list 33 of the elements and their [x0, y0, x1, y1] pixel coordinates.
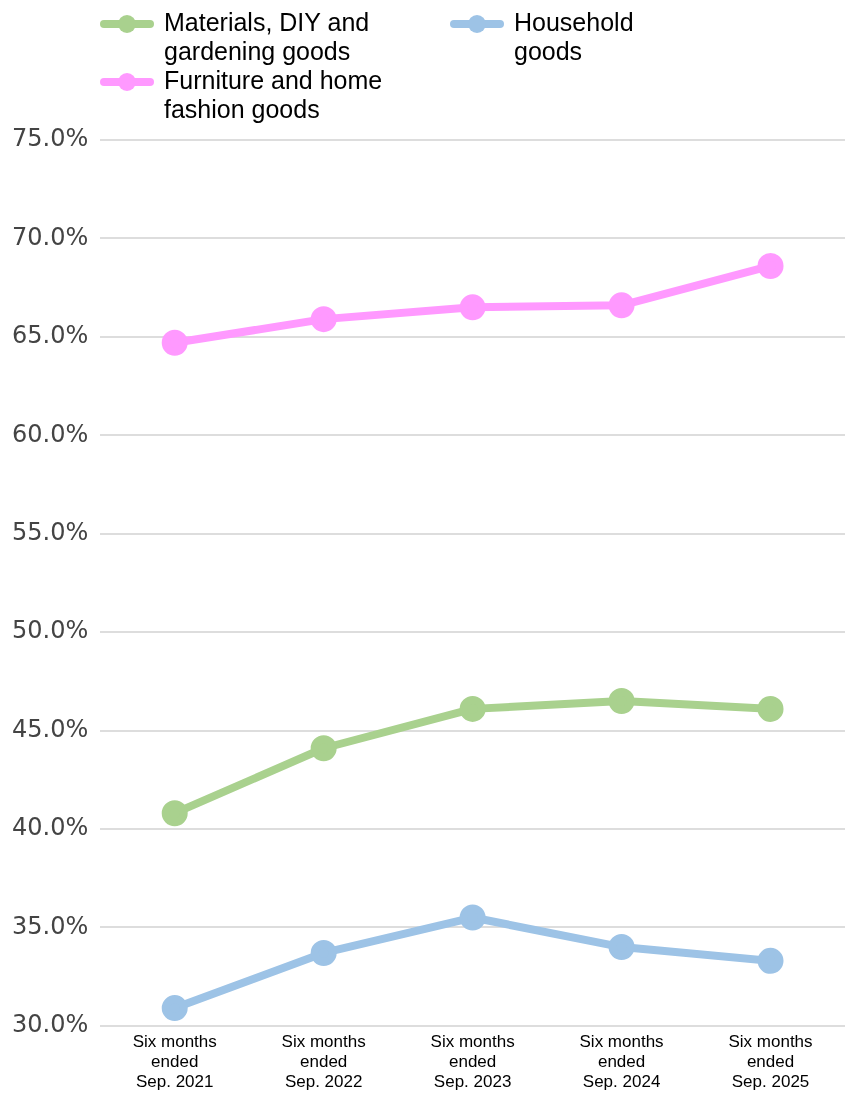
- y-tick-label: 55.0%: [11, 517, 89, 546]
- point: [757, 252, 784, 279]
- point: [757, 947, 784, 974]
- point: [161, 329, 188, 356]
- y-tick-label: 70.0%: [11, 222, 89, 251]
- legend-label: Furniture and home fashion goods: [164, 66, 384, 124]
- point: [310, 306, 337, 333]
- y-tick-label: 30.0%: [11, 1010, 89, 1039]
- point: [459, 695, 486, 722]
- y-tick-label: 75.0%: [11, 124, 89, 153]
- point: [608, 934, 635, 961]
- point: [310, 939, 337, 966]
- point: [161, 800, 188, 827]
- point: [608, 688, 635, 715]
- legend-label: Household goods: [514, 8, 635, 66]
- x-tick-label: Six months ended Sep. 2024: [579, 1031, 664, 1092]
- y-tick-label: 40.0%: [11, 813, 89, 842]
- point: [459, 904, 486, 931]
- y-tick-label: 35.0%: [11, 911, 89, 940]
- y-tick-label: 60.0%: [11, 419, 89, 448]
- y-tick-label: 50.0%: [11, 616, 89, 645]
- x-tick-label: Six months ended Sep. 2025: [728, 1031, 813, 1092]
- point: [310, 735, 337, 762]
- x-tick-label: Six months ended Sep. 2022: [281, 1031, 366, 1092]
- point: [757, 695, 784, 722]
- x-tick-label: Six months ended Sep. 2023: [430, 1031, 515, 1092]
- point: [459, 294, 486, 321]
- x-tick-label: Six months ended Sep. 2021: [132, 1031, 217, 1092]
- y-tick-label: 65.0%: [11, 321, 89, 350]
- point: [161, 995, 188, 1022]
- y-tick-label: 45.0%: [11, 714, 89, 743]
- legend-label: Materials, DIY and gardening goods: [164, 8, 371, 66]
- point: [608, 292, 635, 319]
